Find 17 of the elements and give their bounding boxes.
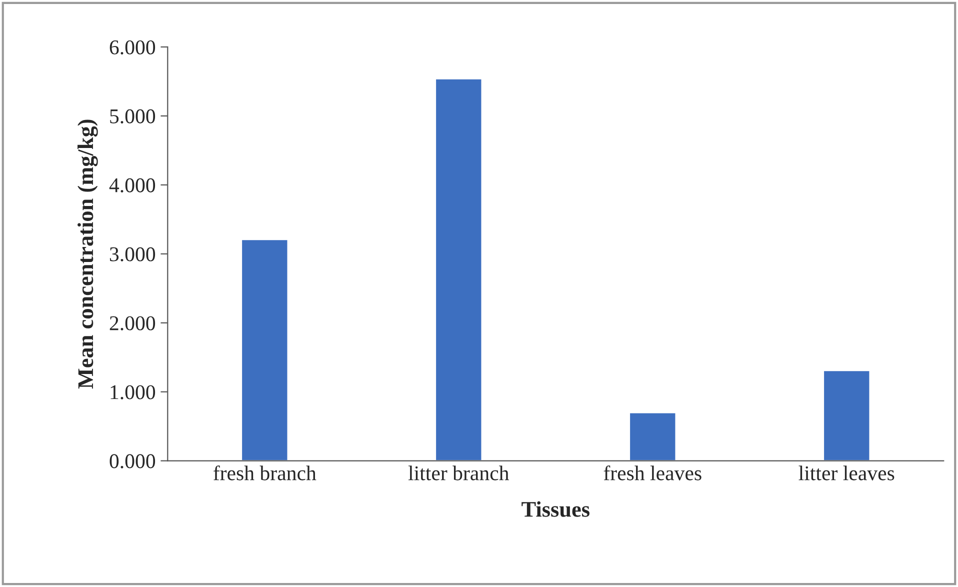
y-tick-label: 4.000 [109, 178, 156, 192]
y-axis-title: Mean concentration (mg/kg) [78, 120, 98, 389]
x-tick-label: fresh leaves [604, 465, 702, 480]
bar [822, 370, 871, 461]
y-tick-label: 5.000 [110, 109, 156, 124]
y-tick-label: 0.000 [110, 454, 156, 468]
bar [434, 78, 483, 461]
y-tick-label: 2.000 [110, 316, 156, 330]
x-axis-title: Tissues [522, 501, 590, 517]
y-tick-label: 1.000 [110, 385, 156, 400]
x-tick-label: litter branch [408, 466, 509, 480]
bar [628, 412, 677, 461]
x-tick-label: litter leaves [798, 466, 894, 480]
y-tick-label: 6.000 [110, 40, 156, 54]
bar [240, 238, 289, 461]
y-tick-label: 3.000 [110, 247, 156, 262]
x-tick-label: fresh branch [214, 465, 316, 480]
